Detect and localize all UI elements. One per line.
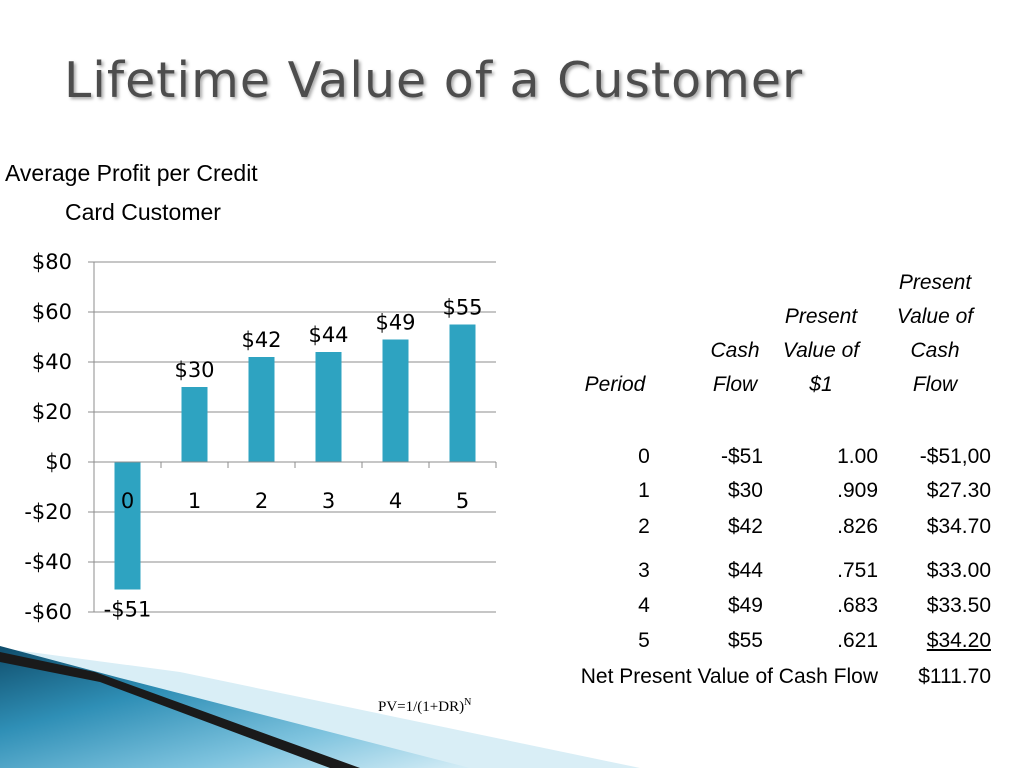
cell-pv-factor: .909 — [837, 479, 878, 502]
cell-pv-factor: .621 — [837, 629, 878, 652]
cell-pv-cash: $34.70 — [926, 515, 991, 538]
y-tick-label: $20 — [32, 400, 72, 424]
pv-formula-exponent: N — [464, 697, 472, 708]
cell-pv-cash: $27.30 — [926, 479, 991, 502]
total-label: Net Present Value of Cash Flow — [580, 665, 878, 688]
category-label: 4 — [389, 489, 402, 513]
header-pv-factor-line: Value of — [782, 339, 860, 362]
decorative-swoosh — [0, 646, 640, 768]
y-tick-label: $40 — [32, 350, 72, 374]
cell-period: 1 — [638, 479, 650, 502]
data-label: $55 — [442, 296, 482, 320]
y-tick-label: $80 — [32, 250, 72, 274]
header-period: Period — [560, 368, 670, 402]
header-pv-cash-line: Flow — [912, 373, 958, 396]
bar — [449, 324, 476, 462]
cell-pv-cash: $33.50 — [926, 594, 991, 617]
pv-formula: PV=1/(1+DR)N — [378, 697, 471, 716]
y-tick-label: $60 — [32, 300, 72, 324]
chart-title-line-1: Average Profit per Credit — [5, 160, 258, 186]
data-label: $42 — [241, 328, 281, 352]
y-tick-label: -$20 — [24, 500, 72, 524]
category-label: 1 — [188, 489, 201, 513]
header-pv-cash-flow: Present Value of Cash Flow — [880, 266, 990, 402]
bar-chart: $80 $60 $40 $20 $0 -$20 -$40 -$60 -$51 0 $30 1 $42 2 $… — [24, 250, 497, 624]
bar — [181, 387, 208, 462]
data-label: $30 — [174, 358, 214, 382]
pv-formula-text: PV=1/(1+DR) — [378, 699, 465, 715]
header-pv-cash-line: Present — [898, 271, 972, 294]
category-label: 0 — [121, 489, 134, 513]
category-label: 5 — [456, 489, 469, 513]
cell-period: 5 — [638, 629, 650, 652]
bar — [248, 357, 275, 462]
category-label: 3 — [322, 489, 335, 513]
cell-cash-flow: $55 — [727, 629, 763, 652]
cell-pv-factor: .826 — [837, 515, 878, 538]
header-cash-flow: Cash Flow — [690, 334, 780, 402]
data-label: $44 — [308, 323, 348, 347]
chart-title-line-2: Card Customer — [65, 199, 221, 225]
cell-cash-flow: $42 — [727, 515, 763, 538]
total-value: $111.70 — [918, 665, 991, 688]
cell-pv-cash-underlined: $34.20 — [926, 629, 991, 652]
header-cash-flow-line: Cash — [710, 339, 760, 362]
header-pv-factor-line: $1 — [809, 373, 833, 396]
header-pv-cash-line: Value of — [896, 305, 974, 328]
data-label: $49 — [375, 311, 415, 335]
header-cash-flow-line: Flow — [712, 373, 758, 396]
y-tick-label: -$40 — [24, 550, 72, 574]
cell-pv-cash: $33.00 — [926, 559, 991, 582]
swoosh-blue-band — [0, 646, 470, 768]
cell-cash-flow: -$51 — [720, 445, 763, 468]
y-tick-label: $0 — [45, 450, 72, 474]
bar — [382, 339, 409, 462]
cell-period: 4 — [638, 594, 650, 617]
cell-cash-flow: $49 — [727, 594, 763, 617]
bar — [114, 462, 141, 590]
bar — [315, 352, 342, 462]
cell-pv-cash: $34.20 — [890, 629, 991, 653]
cell-pv-cash: -$51,00 — [919, 445, 991, 468]
y-tick-label: -$60 — [24, 600, 72, 624]
page-title: Lifetime Value of a Customer — [64, 52, 804, 109]
cell-pv-factor: 1.00 — [837, 445, 878, 468]
swoosh-dark-stripe — [0, 652, 360, 768]
header-period-line: Period — [584, 373, 646, 396]
cell-cash-flow: $30 — [727, 479, 763, 502]
data-label: -$51 — [104, 598, 152, 622]
cell-period: 0 — [638, 445, 650, 468]
cell-pv-factor: .751 — [837, 559, 878, 582]
header-pv-cash-line: Cash — [910, 339, 960, 362]
cell-period: 3 — [638, 559, 650, 582]
cell-cash-flow: $44 — [727, 559, 763, 582]
cell-period: 2 — [638, 515, 650, 538]
category-label: 2 — [255, 489, 268, 513]
header-pv-factor-line: Present — [784, 305, 858, 328]
cell-pv-factor: .683 — [837, 594, 878, 617]
header-pv-factor: Present Value of $1 — [766, 300, 876, 402]
